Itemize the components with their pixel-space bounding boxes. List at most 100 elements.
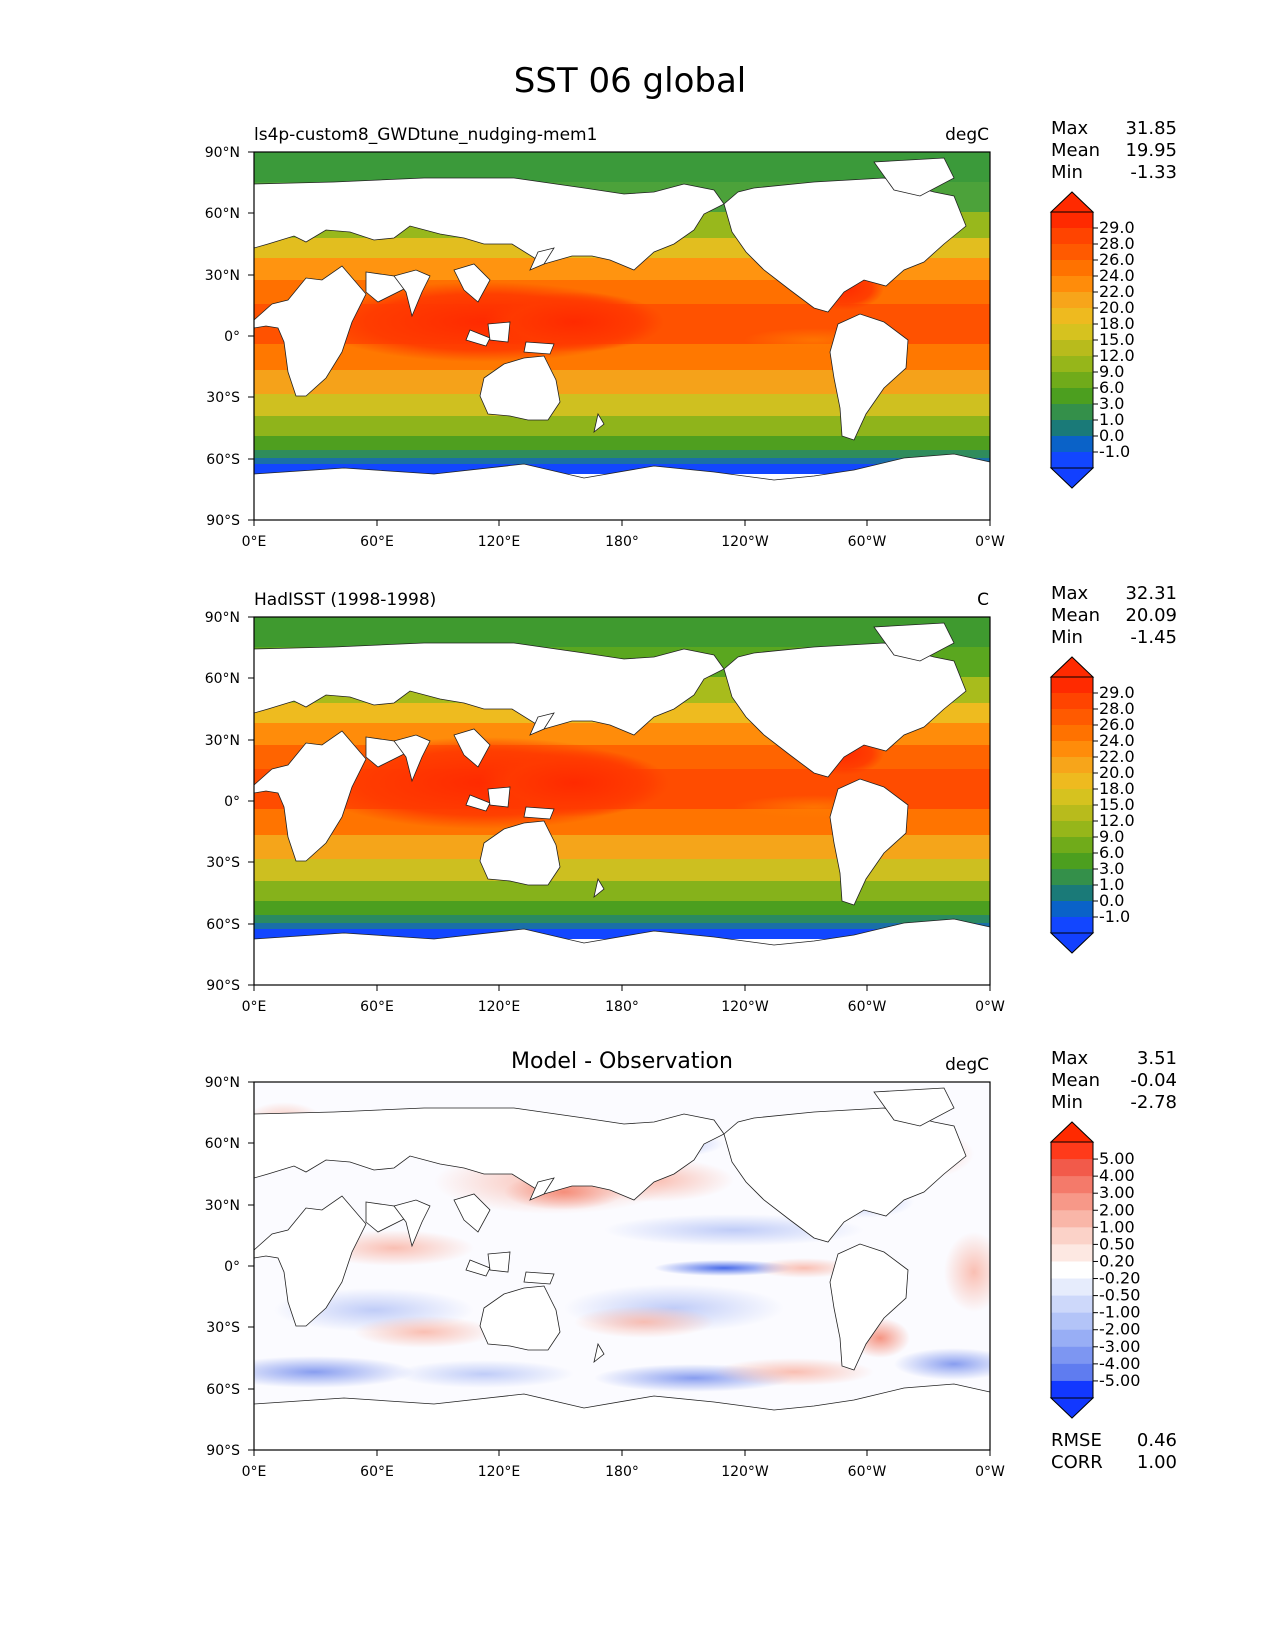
- lon-tick-label: 0°E: [242, 999, 267, 1015]
- colorbar-arrow-bottom: [1049, 932, 1095, 954]
- colorbar-swatch: [1051, 1295, 1093, 1314]
- colorbar-swatch: [1051, 885, 1093, 902]
- sst-band-s40: [254, 394, 990, 416]
- colorbar-swatch: [1051, 805, 1093, 822]
- colorbar-swatch: [1051, 1142, 1093, 1160]
- colorbar-tick-label: 4.00: [1099, 1166, 1135, 1185]
- colorbar-swatch: [1051, 420, 1093, 437]
- colorbar-swatch: [1051, 436, 1093, 453]
- lat-tick-label: 60°N: [205, 1136, 240, 1152]
- lon-tick-label: 0°W: [975, 1464, 1005, 1480]
- stat-mean-label: Mean: [1051, 1070, 1100, 1091]
- colorbar-tick-label: 26.0: [1099, 250, 1135, 269]
- colorbar-tick-label: 9.0: [1099, 827, 1124, 846]
- stat-max-value: 32.31: [1125, 583, 1177, 604]
- western-pacific-warm: [479, 749, 669, 817]
- colorbar-tick-label: 5.00: [1099, 1149, 1135, 1168]
- colorbar-tick-label: 6.0: [1099, 378, 1124, 397]
- stat-mean-value: 20.09: [1125, 605, 1177, 626]
- lat-tick-label: 90°N: [205, 145, 240, 161]
- lat-tick-label: 30°S: [206, 390, 240, 406]
- lat-tick-label: 60°N: [205, 206, 240, 222]
- lon-tick-label: 120°E: [478, 534, 521, 550]
- colorbar-swatch: [1051, 821, 1093, 838]
- colorbar-swatch: [1051, 1244, 1093, 1263]
- colorbar-swatch: [1051, 837, 1093, 854]
- sst-band-n90: [254, 152, 990, 182]
- lon-tick-label: 120°E: [478, 999, 521, 1015]
- colorbar-tick-label: 0.20: [1099, 1251, 1135, 1270]
- colorbar-swatch: [1051, 324, 1093, 341]
- colorbar-tick-label: 3.0: [1099, 394, 1124, 413]
- colorbar-swatch: [1051, 244, 1093, 261]
- colorbar-tick-label: -1.00: [1099, 1303, 1140, 1322]
- sst-band-s60: [254, 929, 990, 939]
- colorbar-tick-label: 20.0: [1099, 763, 1135, 782]
- stat-min-label: Min: [1051, 1092, 1083, 1113]
- lon-tick-label: 180°: [605, 999, 639, 1015]
- stat-mean-value: -0.04: [1130, 1070, 1177, 1091]
- colorbar-tick-label: 24.0: [1099, 731, 1135, 750]
- diff-anomaly: [754, 1258, 854, 1278]
- panel-2-stats: Max 32.31 Mean 20.09 Min -1.45: [1051, 583, 1177, 648]
- colorbar-swatch: [1051, 340, 1093, 357]
- panel-2-colorbar: 29.028.026.024.022.020.018.015.012.09.06…: [1049, 656, 1135, 954]
- colorbar-tick-label: 26.0: [1099, 715, 1135, 734]
- colorbar-swatch: [1051, 1210, 1093, 1228]
- colorbar-swatch: [1051, 1380, 1093, 1399]
- panel-3-colorbar: 5.004.003.002.001.000.500.20-0.20-0.50-1…: [1049, 1121, 1140, 1419]
- figure-title: SST 06 global: [514, 61, 747, 101]
- sst-band-n90: [254, 617, 990, 647]
- colorbar-swatch: [1051, 308, 1093, 325]
- panel-1-colorbar: 29.028.026.024.022.020.018.015.012.09.06…: [1049, 191, 1135, 489]
- lat-tick-label: 90°S: [206, 513, 240, 529]
- colorbar-swatch: [1051, 1176, 1093, 1194]
- stat-min-value: -1.45: [1130, 627, 1177, 648]
- diff-anomaly: [254, 1356, 414, 1388]
- panel-3-units: degC: [945, 1055, 989, 1075]
- colorbar-swatch: [1051, 1329, 1093, 1348]
- panel-3-center-title: Model - Observation: [511, 1049, 733, 1074]
- lat-tick-label: 90°N: [205, 1075, 240, 1091]
- lat-tick-label: 0°: [224, 1259, 240, 1275]
- colorbar-tick-label: 1.0: [1099, 875, 1124, 894]
- colorbar-swatch: [1051, 276, 1093, 293]
- colorbar-tick-label: 28.0: [1099, 234, 1135, 253]
- lon-tick-label: 0°W: [975, 999, 1005, 1015]
- panel-1-lat-axis: 90°N 60°N 30°N 0° 30°S 60°S 90°S: [205, 145, 254, 529]
- diff-anomaly: [394, 1360, 574, 1388]
- sst-band-s45: [254, 881, 990, 901]
- stat-mean-value: 19.95: [1125, 140, 1177, 161]
- sst-band-s50: [254, 901, 990, 915]
- colorbar-tick-label: 22.0: [1099, 282, 1135, 301]
- colorbar-arrow-top: [1049, 191, 1095, 213]
- stat-min-value: -2.78: [1130, 1092, 1177, 1113]
- sst-band-s60: [254, 464, 990, 474]
- lon-tick-label: 60°E: [360, 534, 394, 550]
- stat-min-label: Min: [1051, 162, 1083, 183]
- lat-tick-label: 90°S: [206, 978, 240, 994]
- colorbar-tick-label: 2.00: [1099, 1200, 1135, 1219]
- colorbar-swatch: [1051, 292, 1093, 309]
- lon-tick-label: 0°E: [242, 534, 267, 550]
- colorbar-swatch: [1051, 388, 1093, 405]
- sst-band-s55: [254, 915, 990, 923]
- stat-rmse-label: RMSE: [1051, 1430, 1102, 1451]
- colorbar-swatch: [1051, 917, 1093, 934]
- colorbar-swatch: [1051, 1363, 1093, 1382]
- panel-3-map: [253, 1081, 991, 1451]
- colorbar-outline: [1050, 1141, 1094, 1399]
- colorbar-tick-label: 28.0: [1099, 699, 1135, 718]
- diff-anomaly: [714, 1358, 874, 1386]
- panel-2-lat-axis: 90°N 60°N 30°N 0° 30°S 60°S 90°S: [205, 610, 254, 994]
- stat-max-value: 3.51: [1137, 1048, 1177, 1069]
- stat-max-value: 31.85: [1125, 118, 1177, 139]
- colorbar-swatch: [1051, 1261, 1093, 1280]
- lon-tick-label: 120°W: [721, 1464, 769, 1480]
- stat-max-label: Max: [1051, 118, 1089, 139]
- panel-model: ls4p-custom8_GWDtune_nudging-mem1 degC: [205, 118, 1177, 550]
- lat-tick-label: 60°S: [206, 917, 240, 933]
- diff-anomaly: [944, 1232, 990, 1312]
- colorbar-swatch: [1051, 709, 1093, 726]
- lon-tick-label: 120°W: [721, 999, 769, 1015]
